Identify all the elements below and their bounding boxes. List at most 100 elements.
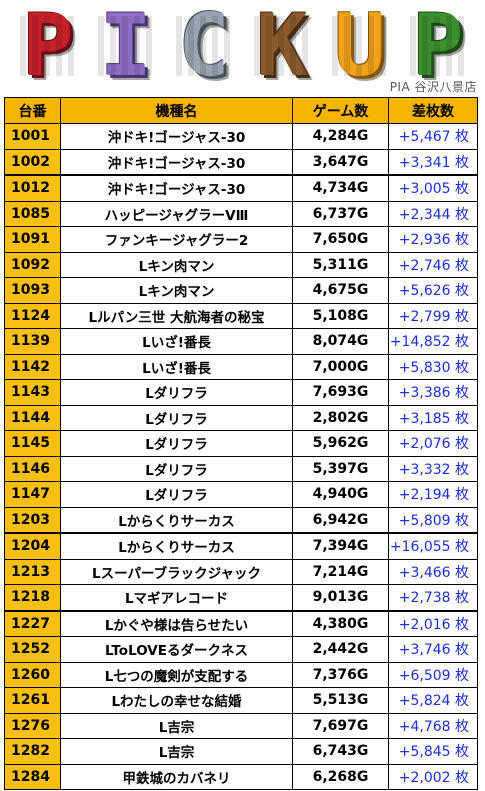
machine-number-cell: 1252 bbox=[4, 636, 61, 663]
machine-name-cell: Lダリフラ bbox=[60, 404, 293, 431]
table-row: 1203 Lからくりサーカス 6,942G +5,809 枚 bbox=[4, 506, 478, 534]
coin-difference-cell: +5,824 枚 bbox=[388, 687, 478, 714]
coin-difference-cell: +2,936 枚 bbox=[388, 226, 478, 253]
machine-number-cell: 1002 bbox=[4, 148, 61, 176]
machine-number-cell: 1147 bbox=[4, 481, 61, 508]
coin-difference-cell: +3,332 枚 bbox=[388, 455, 478, 482]
table-row: 1260 L七つの魔剣が支配する 7,376G +6,509 枚 bbox=[4, 661, 478, 688]
table-row: 1139 Lいざ!番長 8,074G +14,852 枚 bbox=[4, 328, 478, 355]
machine-number-cell: 1001 bbox=[4, 123, 61, 150]
machine-name-cell: Lからくりサーカス bbox=[60, 532, 293, 560]
table-row: 1276 L吉宗 7,697G +4,768 枚 bbox=[4, 712, 478, 739]
machine-name-cell: ハッピージャグラーVⅢ bbox=[60, 200, 293, 227]
coin-difference-cell: +3,185 枚 bbox=[388, 404, 478, 431]
machine-name-cell: Lスーパーブラックジャック bbox=[60, 558, 293, 585]
machine-number-cell: 1145 bbox=[4, 430, 61, 457]
header-machine-name: 機種名 bbox=[60, 97, 293, 124]
machine-name-cell: 沖ドキ!ゴージャス-30 bbox=[60, 174, 293, 202]
machine-name-cell: Lかぐや様は告らせたい bbox=[60, 609, 293, 637]
logo-letter: P bbox=[402, 0, 474, 96]
machine-number-cell: 1146 bbox=[4, 455, 61, 482]
coin-difference-cell: +4,768 枚 bbox=[388, 712, 478, 739]
machine-name-cell: 沖ドキ!ゴージャス-30 bbox=[60, 148, 293, 176]
coin-difference-cell: +2,016 枚 bbox=[388, 609, 478, 637]
logo-letter-glyph: P bbox=[22, 0, 74, 96]
logo-letter-glyph: C bbox=[178, 0, 230, 96]
coin-difference-cell: +2,194 枚 bbox=[388, 481, 478, 508]
logo-letter-glyph: P bbox=[412, 0, 464, 96]
table-row: 1092 Lキン肉マン 5,311G +2,746 枚 bbox=[4, 251, 478, 278]
coin-difference-cell: +3,341 枚 bbox=[388, 148, 478, 176]
machine-name-cell: Lダリフラ bbox=[60, 379, 293, 406]
coin-difference-cell: +3,386 枚 bbox=[388, 379, 478, 406]
header-machine-number: 台番 bbox=[4, 97, 61, 124]
table-row: 1143 Lダリフラ 7,693G +3,386 枚 bbox=[4, 379, 478, 406]
machine-number-cell: 1085 bbox=[4, 200, 61, 227]
coin-difference-cell: +2,746 枚 bbox=[388, 251, 478, 278]
game-count-cell: 5,311G bbox=[292, 251, 389, 278]
game-count-cell: 5,962G bbox=[292, 430, 389, 457]
table-row: 1204 Lからくりサーカス 7,394G +16,055 枚 bbox=[4, 532, 478, 560]
game-count-cell: 2,802G bbox=[292, 404, 389, 431]
coin-difference-cell: +5,830 枚 bbox=[388, 353, 478, 380]
coin-difference-cell: +3,005 枚 bbox=[388, 174, 478, 202]
table-row: 1261 Lわたしの幸せな結婚 5,513G +5,824 枚 bbox=[4, 687, 478, 714]
logo-letter-glyph: I bbox=[100, 0, 152, 96]
machine-name-cell: Lダリフラ bbox=[60, 481, 293, 508]
table-row: 1124 Lルパン三世 大航海者の秘宝 5,108G +2,799 枚 bbox=[4, 302, 478, 329]
game-count-cell: 4,675G bbox=[292, 277, 389, 304]
coin-difference-cell: +2,799 枚 bbox=[388, 302, 478, 329]
machine-name-cell: Lキン肉マン bbox=[60, 277, 293, 304]
game-count-cell: 5,397G bbox=[292, 455, 389, 482]
table-row: 1002 沖ドキ!ゴージャス-30 3,647G +3,341 枚 bbox=[4, 148, 478, 176]
table-row: 1144 Lダリフラ 2,802G +3,185 枚 bbox=[4, 404, 478, 431]
machine-number-cell: 1276 bbox=[4, 712, 61, 739]
game-count-cell: 7,000G bbox=[292, 353, 389, 380]
coin-difference-cell: +3,746 枚 bbox=[388, 636, 478, 663]
table-row: 1001 沖ドキ!ゴージャス-30 4,284G +5,467 枚 bbox=[4, 123, 478, 150]
table-row: 1213 Lスーパーブラックジャック 7,214G +3,466 枚 bbox=[4, 558, 478, 585]
game-count-cell: 4,734G bbox=[292, 174, 389, 202]
machine-name-cell: Lマギアレコード bbox=[60, 584, 293, 611]
game-count-cell: 5,513G bbox=[292, 687, 389, 714]
machine-name-cell: LToLOVEるダークネス bbox=[60, 636, 293, 663]
machine-number-cell: 1093 bbox=[4, 277, 61, 304]
machine-number-cell: 1282 bbox=[4, 738, 61, 765]
table-header-row: 台番 機種名 ゲーム数 差枚数 bbox=[4, 97, 478, 124]
machine-name-cell: 甲鉄城のカバネリ bbox=[60, 763, 293, 790]
game-count-cell: 5,108G bbox=[292, 302, 389, 329]
machine-name-cell: Lからくりサーカス bbox=[60, 506, 293, 534]
game-count-cell: 7,650G bbox=[292, 226, 389, 253]
table-row: 1145 Lダリフラ 5,962G +2,076 枚 bbox=[4, 430, 478, 457]
table-row: 1227 Lかぐや様は告らせたい 4,380G +2,016 枚 bbox=[4, 609, 478, 637]
logo-letter: K bbox=[246, 0, 318, 96]
coin-difference-cell: +5,467 枚 bbox=[388, 123, 478, 150]
table-row: 1142 Lいざ!番長 7,000G +5,830 枚 bbox=[4, 353, 478, 380]
logo-letter-glyph: K bbox=[256, 0, 308, 96]
machine-name-cell: Lいざ!番長 bbox=[60, 328, 293, 355]
machine-name-cell: L七つの魔剣が支配する bbox=[60, 661, 293, 688]
coin-difference-cell: +2,076 枚 bbox=[388, 430, 478, 457]
game-count-cell: 7,376G bbox=[292, 661, 389, 688]
machine-number-cell: 1213 bbox=[4, 558, 61, 585]
coin-difference-cell: +6,509 枚 bbox=[388, 661, 478, 688]
game-count-cell: 6,737G bbox=[292, 200, 389, 227]
game-count-cell: 7,214G bbox=[292, 558, 389, 585]
table-row: 1282 L吉宗 6,743G +5,845 枚 bbox=[4, 738, 478, 765]
coin-difference-cell: +5,626 枚 bbox=[388, 277, 478, 304]
game-count-cell: 4,940G bbox=[292, 481, 389, 508]
machine-number-cell: 1124 bbox=[4, 302, 61, 329]
game-count-cell: 8,074G bbox=[292, 328, 389, 355]
table-row: 1147 Lダリフラ 4,940G +2,194 枚 bbox=[4, 481, 478, 508]
coin-difference-cell: +14,852 枚 bbox=[388, 328, 478, 355]
coin-difference-cell: +3,466 枚 bbox=[388, 558, 478, 585]
logo-letter-glyph: U bbox=[334, 0, 386, 96]
machine-name-cell: Lダリフラ bbox=[60, 430, 293, 457]
game-count-cell: 6,268G bbox=[292, 763, 389, 790]
machine-name-cell: ファンキージャグラー2 bbox=[60, 226, 293, 253]
game-count-cell: 7,693G bbox=[292, 379, 389, 406]
table-row: 1091 ファンキージャグラー2 7,650G +2,936 枚 bbox=[4, 226, 478, 253]
machine-name-cell: Lわたしの幸せな結婚 bbox=[60, 687, 293, 714]
game-count-cell: 9,013G bbox=[292, 584, 389, 611]
